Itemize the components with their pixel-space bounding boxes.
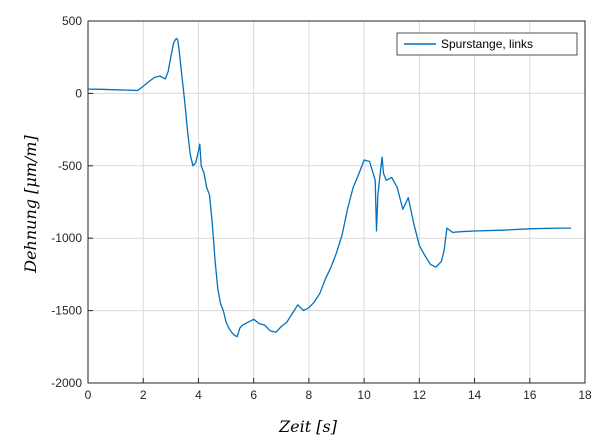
y-tick-label: 500 [62, 14, 82, 28]
x-tick-label: 10 [357, 388, 371, 402]
x-tick-label: 2 [140, 388, 147, 402]
x-tick-label: 6 [250, 388, 257, 402]
y-tick-label: -1000 [51, 231, 82, 245]
series-line-spurstange-links [87, 37, 572, 338]
y-tick-label: -500 [58, 159, 82, 173]
y-axis-label: Dehnung [μm/m] [21, 135, 40, 274]
x-tick-label: 8 [306, 388, 313, 402]
series-layer [87, 37, 572, 338]
legend: Spurstange, links [396, 32, 578, 56]
y-tick-label: -2000 [51, 376, 82, 390]
x-tick-label: 4 [195, 388, 202, 402]
x-axis-label: Zeit [s] [278, 417, 338, 436]
x-tick-label: 0 [85, 388, 92, 402]
legend-box [396, 32, 578, 56]
x-tick-label: 18 [578, 388, 592, 402]
x-tick-label: 16 [523, 388, 537, 402]
plot-area [88, 21, 585, 383]
y-tick-label: -1500 [51, 304, 82, 318]
axis-ticks: 0 2 4 6 8 10 12 14 16 18 500 0 -500 -1000 -1500 -2000 [51, 14, 592, 402]
y-tick-label: 0 [75, 86, 82, 100]
x-tick-label: 14 [468, 388, 482, 402]
plot-frame [87, 20, 586, 384]
x-tick-label: 12 [413, 388, 427, 402]
legend-label: Spurstange, links [441, 37, 533, 51]
